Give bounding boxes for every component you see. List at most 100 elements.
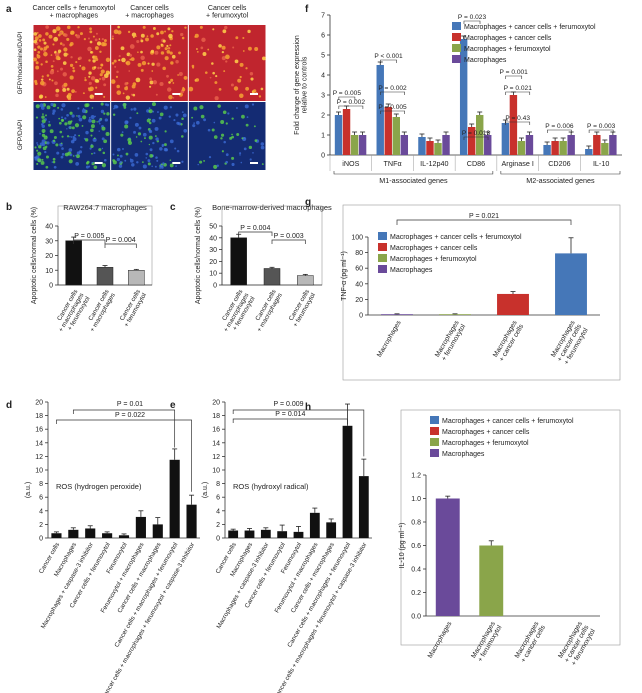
cell-dot: [68, 159, 73, 164]
bar-3: [102, 533, 113, 538]
cell-dot: [231, 117, 234, 120]
cell-dot: [204, 71, 208, 74]
cell-dot: [227, 112, 230, 115]
cell-dot: [149, 77, 153, 81]
cell-dot: [241, 137, 244, 140]
legend-swatch-2: [378, 254, 387, 262]
cell-dot: [156, 45, 161, 50]
y-tick-label: 16: [212, 427, 220, 434]
panel-letter-f: f: [305, 4, 309, 15]
cell-dot: [251, 103, 255, 106]
cell-dot: [36, 162, 39, 165]
panel-letter-g: g: [305, 197, 311, 208]
y-tick-label: 10: [35, 468, 43, 475]
cell-dot: [52, 139, 56, 142]
legend-swatch-0: [430, 416, 439, 424]
cell-dot: [44, 150, 47, 154]
scale-bar: [94, 162, 103, 164]
significance-label: P = 0.014: [275, 411, 305, 418]
cell-dot: [99, 50, 102, 53]
chart-annotation: ROS (hydrogen peroxide): [56, 482, 142, 491]
category-label-2: IL-12p40: [420, 159, 448, 168]
cell-dot: [103, 139, 108, 144]
cell-dot: [119, 160, 122, 164]
cell-dot: [166, 44, 169, 48]
cell-dot: [48, 121, 51, 123]
cell-dot: [99, 122, 101, 125]
cell-dot: [90, 124, 95, 129]
cell-dot: [64, 33, 68, 38]
cell-dot: [181, 117, 184, 121]
cell-dot: [137, 62, 142, 67]
significance-bracket: [338, 105, 364, 109]
x-tick-label-3: Macrophages+ cancer cells+ ferumoxytol: [557, 620, 597, 668]
cell-dot: [87, 46, 92, 52]
cell-dot: [213, 121, 216, 124]
cell-dot: [155, 93, 158, 96]
cell-dot: [148, 121, 152, 125]
significance-label: P = 0.021: [504, 85, 533, 92]
bar-0: [381, 314, 413, 315]
cell-dot: [137, 51, 139, 53]
cell-dot: [222, 110, 227, 115]
y-axis-label: Apoptotic cells/normal cells (%): [31, 207, 38, 304]
panel-c: c Bone-marrow-derived macrophages 0 10 20 30 4…: [170, 202, 332, 333]
cell-dot: [88, 75, 91, 78]
cell-dot: [94, 78, 99, 83]
y-tick-label: 0.2: [411, 590, 421, 597]
cell-dot: [75, 61, 78, 64]
cell-dot: [70, 136, 73, 138]
cell-dot: [193, 122, 195, 124]
significance-bracket: [380, 110, 405, 114]
cell-dot: [247, 46, 252, 51]
cell-dot: [58, 117, 61, 120]
cell-dot: [133, 107, 137, 111]
cell-dot: [87, 37, 90, 40]
cell-dot: [125, 60, 131, 66]
y-tick-label: 0: [49, 283, 53, 290]
cell-dot: [169, 106, 173, 109]
cell-dot: [167, 27, 171, 31]
cell-dot: [136, 112, 139, 115]
bar-6-0: [585, 149, 593, 155]
cell-dot: [99, 66, 102, 69]
cell-dot: [94, 38, 98, 42]
cell-dot: [177, 122, 182, 126]
cell-dot: [130, 57, 135, 61]
cell-dot: [136, 161, 139, 164]
cell-dot: [140, 68, 144, 72]
y-tick-label: 40: [209, 235, 217, 242]
cell-dot: [164, 47, 168, 51]
cell-dot: [93, 137, 96, 140]
cell-dot: [69, 135, 71, 138]
y-tick-label: 0.8: [411, 520, 421, 527]
cell-dot: [208, 156, 212, 159]
cell-dot: [152, 110, 155, 113]
cell-dot: [120, 46, 125, 51]
cell-dot: [89, 40, 93, 44]
cell-dot: [133, 36, 135, 39]
bar-1: [68, 529, 79, 538]
y-tick-label: 30: [45, 238, 53, 245]
cell-dot: [147, 159, 151, 162]
bar-4: [118, 535, 130, 538]
cell-dot: [197, 163, 199, 166]
significance-label: P = 0.006: [545, 123, 574, 130]
cell-dot: [245, 67, 248, 70]
cell-dot: [53, 135, 57, 139]
cell-dot: [150, 49, 155, 53]
cell-dot: [85, 130, 89, 135]
cell-dot: [81, 108, 86, 114]
cell-dot: [113, 107, 115, 110]
cell-dot: [221, 50, 225, 54]
cell-dot: [66, 113, 69, 117]
bar-8: [358, 476, 369, 538]
panel-letter-a: a: [6, 4, 12, 15]
plot-frame: [400, 409, 621, 646]
bar-0-3: [358, 135, 367, 155]
cell-dot: [40, 63, 43, 66]
cell-dot: [77, 114, 81, 118]
cell-dot: [252, 89, 257, 93]
cell-dot: [46, 141, 50, 145]
cell-dot: [260, 142, 265, 146]
